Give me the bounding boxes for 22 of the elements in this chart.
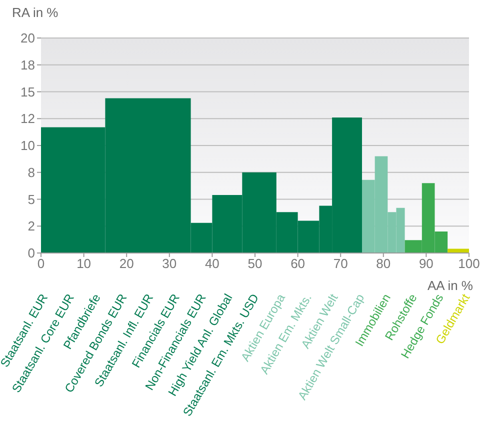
y-tick-label: 2 [28,218,35,234]
x-tick-label: 30 [162,256,177,272]
y-tick-label: 15 [20,84,35,100]
y-tick-label: 10 [20,138,35,154]
x-tick-label: 50 [248,256,262,272]
x-tick-label: 70 [333,256,348,272]
x-tick-label: 90 [418,256,434,272]
x-tick-label: 60 [290,256,306,272]
y-tick-label: 20 [20,30,35,46]
y-tick-label: 8 [28,164,35,180]
x-tick-label: 80 [376,256,391,272]
x-tick-label: 0 [37,256,45,272]
y-tick-label: 0 [28,246,35,261]
x-tick-label: 10 [76,256,92,272]
y-axis-title: RA in % [12,5,58,20]
y-tick-label: 5 [28,192,35,207]
y-tick-label: 12 [20,111,35,126]
x-tick-label: 40 [204,256,220,272]
x-axis-title: AA in % [427,278,473,293]
x-tick-label: 100 [458,256,480,272]
x-tick-label: 20 [119,256,134,272]
y-tick-label: 18 [20,57,35,72]
